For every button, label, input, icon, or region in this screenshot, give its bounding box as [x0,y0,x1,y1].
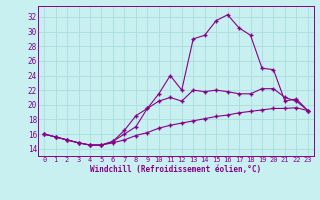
X-axis label: Windchill (Refroidissement éolien,°C): Windchill (Refroidissement éolien,°C) [91,165,261,174]
